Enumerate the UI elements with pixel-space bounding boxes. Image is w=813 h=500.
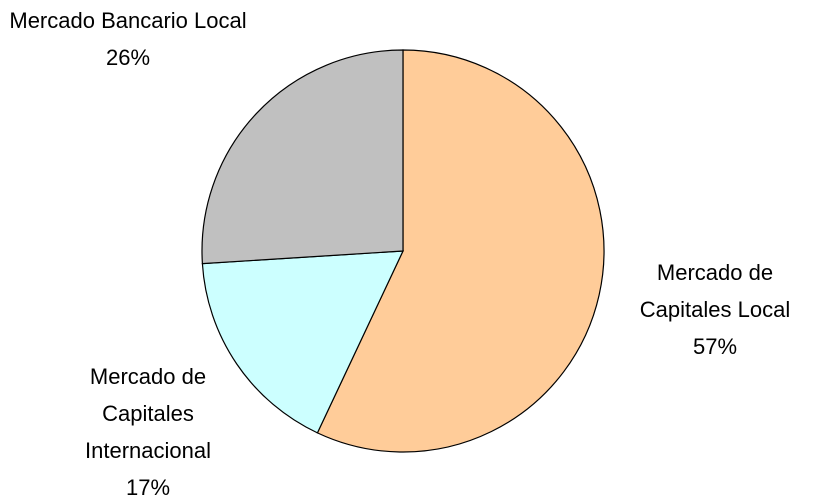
pie-slice (201, 250, 404, 434)
slice-value-label: 26% (106, 45, 150, 70)
pie-slice (201, 49, 404, 265)
slice-value-label: 17% (126, 475, 170, 500)
slice-label: Mercado de Capitales Local (640, 260, 790, 322)
pie-slice (316, 49, 605, 453)
slice-value-label: 57% (693, 334, 737, 359)
slice-label: Mercado de Capitales Internacional (85, 364, 211, 463)
slice-label: Mercado Bancario Local (9, 8, 246, 33)
